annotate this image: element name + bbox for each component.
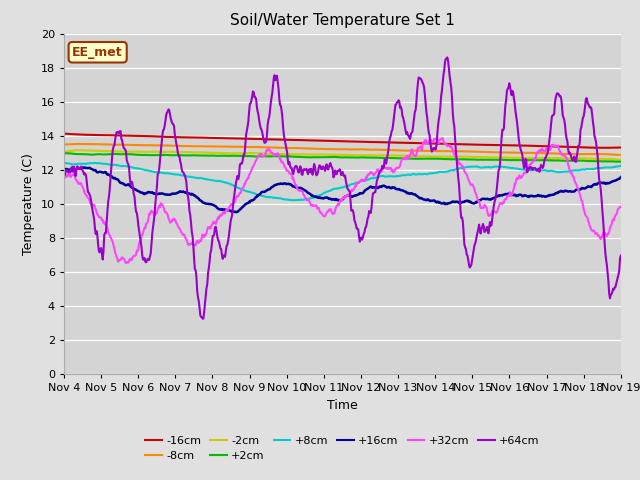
- -2cm: [74, 147, 81, 153]
- -2cm: [70, 147, 78, 153]
- +64cm: [444, 55, 451, 60]
- -16cm: [410, 140, 418, 146]
- -8cm: [411, 148, 419, 154]
- +16cm: [428, 198, 436, 204]
- -16cm: [70, 132, 78, 137]
- +32cm: [128, 255, 136, 261]
- +16cm: [79, 165, 87, 170]
- -2cm: [428, 154, 435, 159]
- +2cm: [127, 151, 135, 157]
- +16cm: [214, 205, 222, 211]
- -8cm: [70, 141, 78, 147]
- +2cm: [410, 156, 418, 162]
- +64cm: [199, 316, 207, 322]
- +32cm: [438, 135, 445, 141]
- -8cm: [60, 142, 68, 147]
- +8cm: [60, 160, 68, 166]
- +16cm: [128, 185, 136, 191]
- +8cm: [428, 170, 435, 176]
- +64cm: [214, 237, 222, 243]
- +8cm: [184, 174, 192, 180]
- -16cm: [184, 134, 192, 140]
- +32cm: [214, 215, 222, 220]
- +8cm: [617, 163, 625, 169]
- -2cm: [617, 157, 625, 163]
- -16cm: [214, 135, 221, 141]
- Text: EE_met: EE_met: [72, 46, 123, 59]
- -8cm: [83, 141, 90, 147]
- -2cm: [128, 149, 136, 155]
- +32cm: [60, 171, 68, 177]
- Legend: -16cm, -8cm, -2cm, +2cm, +8cm, +16cm, +32cm, +64cm: -16cm, -8cm, -2cm, +2cm, +8cm, +16cm, +3…: [141, 431, 544, 466]
- -2cm: [411, 153, 419, 159]
- -16cm: [127, 133, 135, 139]
- +16cm: [412, 192, 419, 198]
- +16cm: [185, 191, 193, 196]
- Title: Soil/Water Temperature Set 1: Soil/Water Temperature Set 1: [230, 13, 455, 28]
- Y-axis label: Temperature (C): Temperature (C): [22, 153, 35, 255]
- +8cm: [70, 161, 78, 167]
- +16cm: [232, 209, 240, 215]
- +64cm: [60, 172, 68, 178]
- +64cm: [428, 145, 435, 151]
- +2cm: [184, 153, 192, 158]
- Line: +16cm: +16cm: [64, 168, 621, 212]
- Line: +2cm: +2cm: [64, 153, 621, 162]
- +2cm: [70, 151, 78, 156]
- +32cm: [411, 153, 419, 159]
- -8cm: [214, 144, 222, 149]
- +64cm: [411, 109, 419, 115]
- Line: +32cm: +32cm: [64, 138, 621, 263]
- +16cm: [617, 174, 625, 180]
- -16cm: [617, 144, 625, 150]
- -16cm: [602, 145, 610, 151]
- Line: -16cm: -16cm: [64, 134, 621, 148]
- +16cm: [70, 167, 78, 172]
- +32cm: [428, 137, 435, 143]
- -8cm: [185, 144, 193, 149]
- +64cm: [70, 164, 78, 169]
- -8cm: [428, 148, 435, 154]
- +8cm: [214, 178, 221, 184]
- Line: -2cm: -2cm: [64, 150, 621, 160]
- -2cm: [214, 150, 222, 156]
- -2cm: [60, 149, 68, 155]
- -16cm: [426, 141, 434, 146]
- +64cm: [617, 252, 625, 258]
- +8cm: [290, 197, 298, 203]
- +32cm: [185, 242, 193, 248]
- +2cm: [616, 159, 624, 165]
- -16cm: [60, 131, 68, 137]
- -8cm: [128, 142, 136, 148]
- +2cm: [426, 156, 434, 162]
- +16cm: [60, 166, 68, 172]
- +8cm: [127, 165, 135, 170]
- X-axis label: Time: Time: [327, 399, 358, 412]
- +2cm: [214, 153, 221, 159]
- +2cm: [617, 159, 625, 165]
- +32cm: [70, 172, 78, 178]
- +32cm: [122, 260, 130, 266]
- Line: +64cm: +64cm: [64, 58, 621, 319]
- -8cm: [617, 152, 625, 158]
- +8cm: [411, 171, 419, 177]
- +64cm: [184, 193, 192, 199]
- -2cm: [185, 149, 193, 155]
- +2cm: [60, 150, 68, 156]
- Line: +8cm: +8cm: [64, 163, 621, 200]
- +64cm: [127, 179, 135, 185]
- Line: -8cm: -8cm: [64, 144, 621, 155]
- +32cm: [617, 204, 625, 209]
